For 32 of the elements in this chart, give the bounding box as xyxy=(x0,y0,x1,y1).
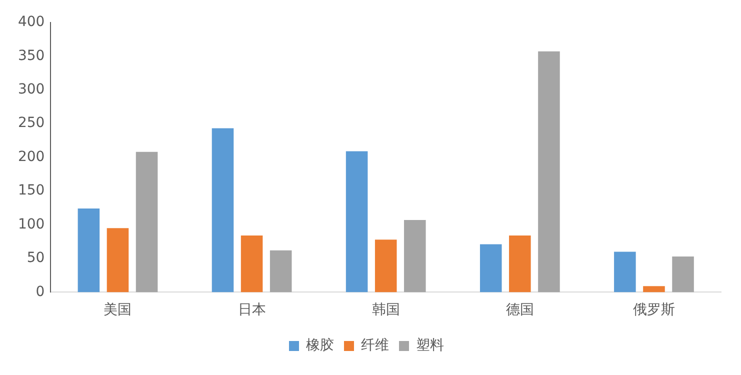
y-tick-label: 50 xyxy=(26,250,45,266)
y-tick-label: 0 xyxy=(36,284,45,300)
y-tick-label: 300 xyxy=(18,81,45,98)
x-tick-label: 日本 xyxy=(238,302,266,318)
bar xyxy=(374,240,397,292)
bar xyxy=(480,244,502,292)
y-tick-label: 400 xyxy=(18,14,45,30)
bar xyxy=(106,228,129,292)
bar xyxy=(270,250,292,292)
bar xyxy=(212,128,234,292)
legend-label: 橡胶 xyxy=(306,338,334,354)
y-tick-label: 150 xyxy=(18,182,45,199)
y-tick-label: 200 xyxy=(18,148,45,165)
bar xyxy=(509,236,531,292)
x-tick-label: 美国 xyxy=(104,302,132,318)
bar xyxy=(136,152,158,292)
bar xyxy=(672,256,694,292)
legend-label: 纤维 xyxy=(361,338,389,354)
bar xyxy=(404,220,426,292)
bar xyxy=(643,286,665,292)
bar xyxy=(240,236,263,292)
bar xyxy=(538,51,560,292)
bar xyxy=(614,252,636,292)
legend-label: 塑料 xyxy=(416,338,444,354)
bar xyxy=(346,151,368,292)
y-tick-label: 100 xyxy=(18,216,45,232)
x-tick-label: 德国 xyxy=(506,302,534,318)
x-tick-label: 俄罗斯 xyxy=(632,302,675,318)
y-tick-label: 350 xyxy=(18,48,45,64)
y-tick-label: 250 xyxy=(18,115,45,132)
x-tick-label: 韩国 xyxy=(372,302,400,318)
bar xyxy=(78,208,100,292)
